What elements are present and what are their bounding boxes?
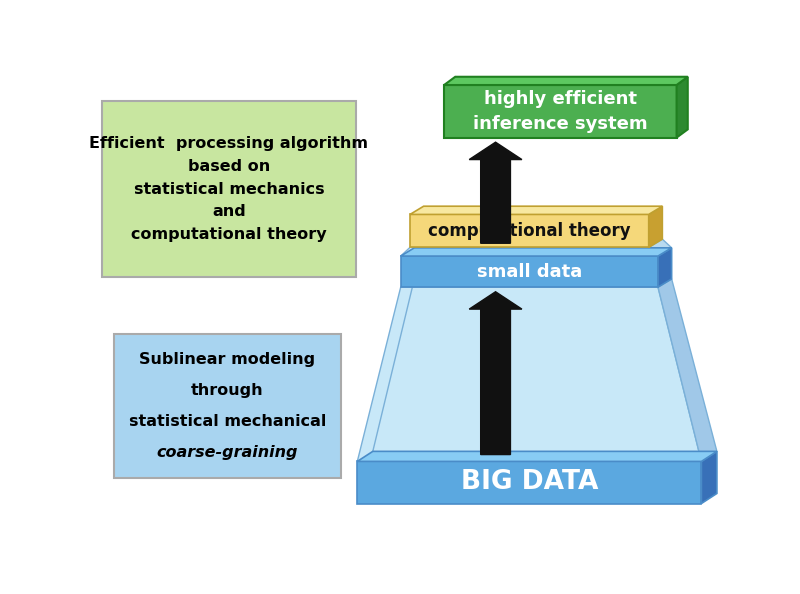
Polygon shape — [444, 77, 688, 85]
Polygon shape — [658, 279, 717, 462]
Polygon shape — [410, 206, 662, 214]
Text: computational theory: computational theory — [428, 222, 630, 240]
FancyArrow shape — [470, 142, 522, 244]
FancyArrow shape — [470, 292, 522, 454]
Polygon shape — [358, 451, 717, 462]
Polygon shape — [649, 206, 662, 247]
Polygon shape — [401, 248, 672, 256]
FancyBboxPatch shape — [102, 101, 356, 277]
Text: Sublinear modeling: Sublinear modeling — [139, 352, 315, 367]
Text: coarse-graining: coarse-graining — [157, 446, 298, 460]
Text: statistical mechanical: statistical mechanical — [129, 414, 326, 429]
FancyBboxPatch shape — [114, 334, 341, 478]
Polygon shape — [410, 214, 649, 247]
Polygon shape — [358, 462, 702, 504]
Polygon shape — [401, 247, 658, 256]
Text: Efficient  processing algorithm
based on
statistical mechanics
and
computational: Efficient processing algorithm based on … — [90, 136, 369, 242]
Polygon shape — [658, 248, 672, 287]
Polygon shape — [702, 451, 717, 504]
Text: highly efficient
inference system: highly efficient inference system — [473, 90, 648, 133]
Polygon shape — [649, 239, 672, 256]
Polygon shape — [358, 287, 702, 462]
Text: through: through — [191, 383, 264, 399]
Polygon shape — [401, 256, 658, 287]
Text: BIG DATA: BIG DATA — [461, 469, 598, 495]
Polygon shape — [677, 77, 688, 138]
Polygon shape — [444, 85, 677, 138]
Text: small data: small data — [477, 263, 582, 280]
